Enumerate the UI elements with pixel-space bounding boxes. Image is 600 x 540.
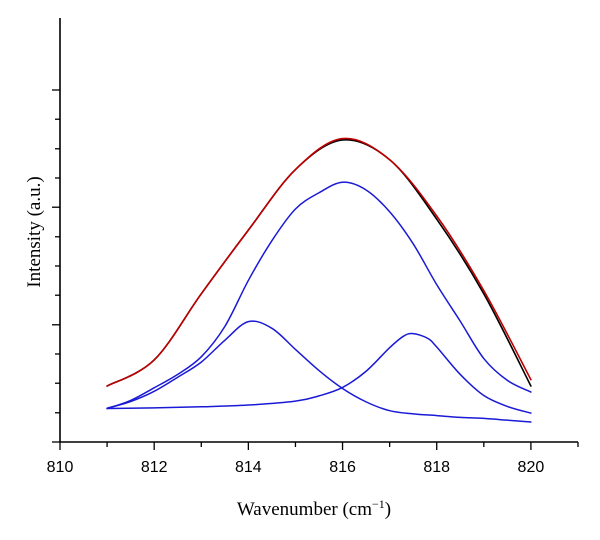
series-layer xyxy=(106,137,532,423)
x-tick-label: 814 xyxy=(235,459,262,476)
x-axis-title-sup: −1 xyxy=(372,497,385,511)
x-tick-label: 810 xyxy=(47,459,74,476)
y-axis-title: Intensity (a.u.) xyxy=(24,176,45,287)
x-axis-title-close: ) xyxy=(385,499,391,520)
axes: 810 812 814 816 818 820 xyxy=(47,18,579,476)
x-tick-label: 818 xyxy=(423,459,450,476)
x-tick-label: 816 xyxy=(329,459,356,476)
x-axis-title-main: Wavenumber (cm xyxy=(237,499,372,520)
component-peak-817-5-line xyxy=(106,332,532,414)
x-tick-label: 820 xyxy=(518,459,545,476)
component-peak-816-line xyxy=(106,181,532,410)
component-peak-814-line xyxy=(106,320,532,423)
x-axis-title: Wavenumber (cm−1) xyxy=(237,497,391,520)
fit-curve-line xyxy=(106,137,532,387)
x-tick-label: 812 xyxy=(141,459,168,476)
